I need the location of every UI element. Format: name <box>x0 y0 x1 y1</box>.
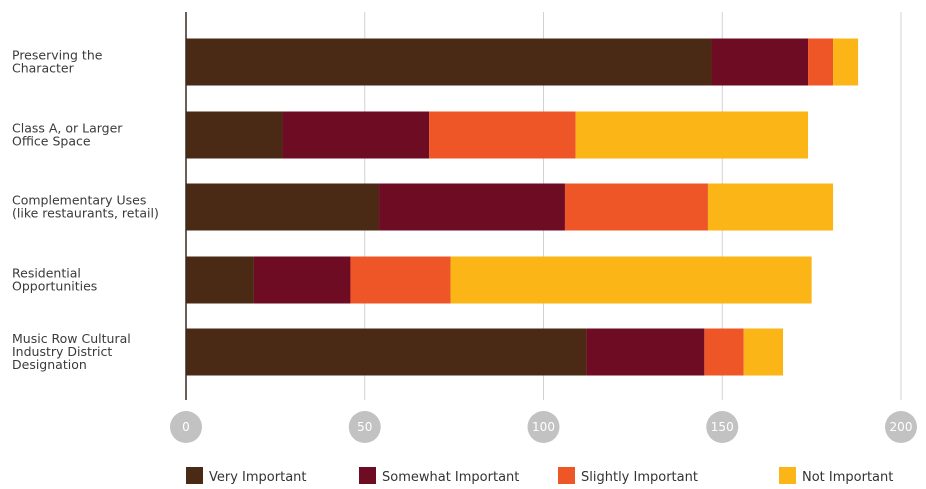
bar-segment <box>253 256 351 304</box>
legend: Very Important Somewhat Important Slightly… <box>186 467 893 485</box>
tick-bubble <box>527 411 560 443</box>
bar-segment <box>186 328 587 376</box>
bar-segment <box>743 328 784 376</box>
category-label: Complementary Uses (like restaurants, ret… <box>12 193 159 221</box>
bar-segment <box>450 256 812 304</box>
legend-swatch <box>779 467 796 484</box>
bar-segment <box>429 111 576 159</box>
legend-item: Not Important <box>779 467 893 485</box>
tick-label: 50 <box>357 420 372 434</box>
legend-item: Slightly Important <box>558 467 698 485</box>
bar-segment <box>586 328 705 376</box>
bar-segment <box>575 111 809 159</box>
tick-label: 150 <box>711 420 734 434</box>
bar-segment <box>707 183 834 231</box>
legend-label: Very Important <box>209 470 307 485</box>
tick-label: 100 <box>532 420 555 434</box>
tick-label: 0 <box>182 420 190 434</box>
category-label: Music Row Cultural Industry District Desig… <box>12 331 131 372</box>
legend-swatch <box>558 467 575 484</box>
tick-bubble <box>706 411 739 443</box>
category-label: Class A, or Larger Office Space <box>12 121 123 149</box>
category-label: Preserving the Character <box>12 48 103 76</box>
bar-segment <box>704 328 744 376</box>
legend-label: Slightly Important <box>581 470 698 485</box>
bar-segment <box>379 183 565 231</box>
x-axis-ticks: 0 50 100 150 200 <box>170 411 917 443</box>
legend-label: Not Important <box>802 470 893 485</box>
category-label: Residential Opportunities <box>12 266 97 294</box>
tick-bubble <box>170 411 202 443</box>
bar-segment <box>282 111 430 159</box>
tick-bubble <box>348 411 381 443</box>
legend-swatch <box>359 467 376 484</box>
legend-item: Very Important <box>186 467 307 485</box>
legend-swatch <box>186 467 203 484</box>
legend-label: Somewhat Important <box>382 470 519 485</box>
tick-bubble <box>885 411 917 443</box>
bar-segment <box>186 111 283 159</box>
bar-segment <box>186 38 712 86</box>
category-labels: Preserving the Character Class A, or Large… <box>12 48 159 373</box>
bar-segment <box>808 38 834 86</box>
tick-label: 200 <box>890 420 913 434</box>
bar-segment <box>186 183 380 231</box>
bar-segment <box>564 183 708 231</box>
bar-segment <box>350 256 451 304</box>
bar-segment <box>833 38 859 86</box>
bar-segment <box>711 38 809 86</box>
bar-segment <box>186 256 254 304</box>
bars <box>185 12 859 400</box>
legend-item: Somewhat Important <box>359 467 519 485</box>
